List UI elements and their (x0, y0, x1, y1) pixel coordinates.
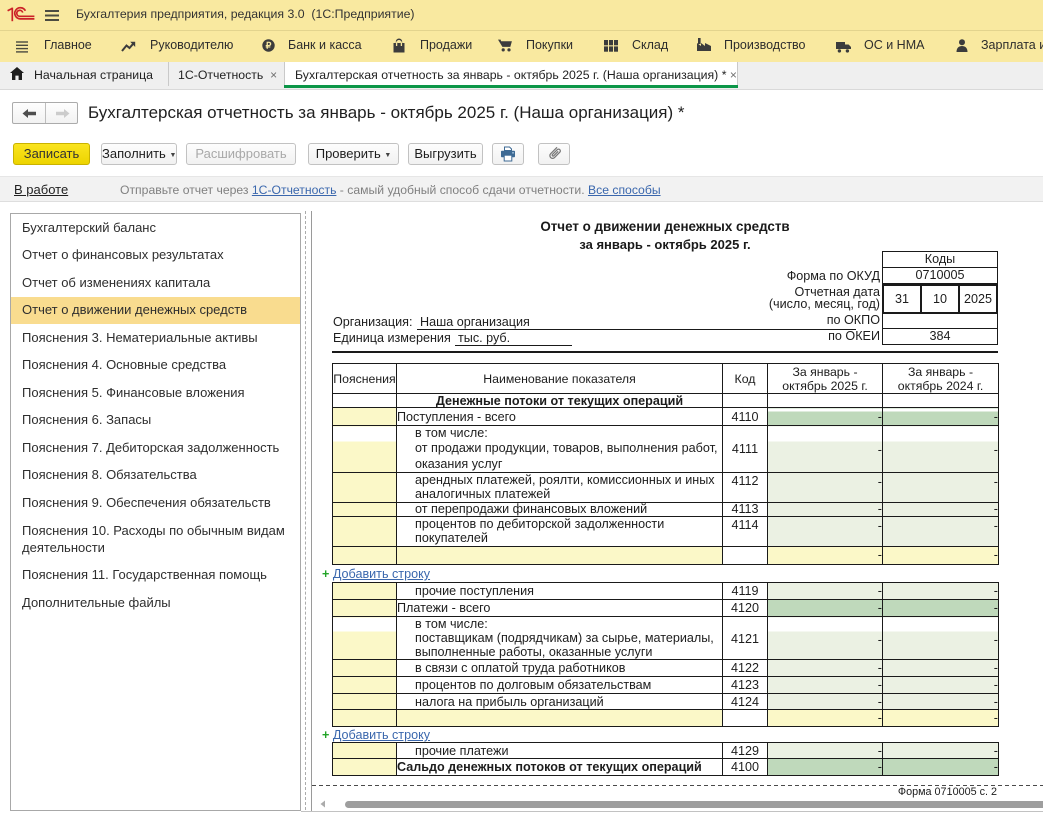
svg-text:₽: ₽ (266, 41, 272, 51)
